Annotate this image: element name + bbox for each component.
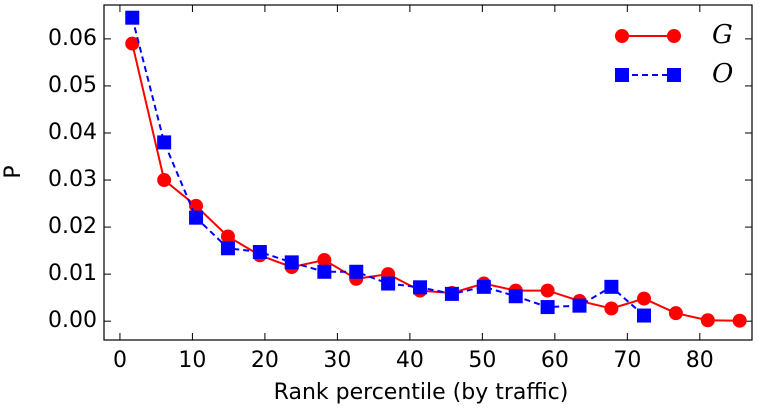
legend-label: G (712, 20, 733, 50)
legend-marker (667, 68, 681, 82)
x-tick-label: 60 (541, 348, 569, 373)
point (604, 301, 619, 316)
legend-marker (615, 29, 629, 43)
point (572, 298, 587, 313)
x-tick-label: 30 (323, 348, 351, 373)
point (317, 253, 332, 268)
point (349, 264, 364, 279)
point (637, 291, 651, 306)
x-axis-label: Rank percentile (by traffic) (274, 380, 569, 405)
point (476, 279, 491, 294)
point (700, 313, 715, 328)
x-tick-label: 80 (686, 348, 714, 373)
point (220, 241, 235, 256)
point (540, 283, 555, 298)
x-tick-label: 10 (178, 348, 206, 373)
point (508, 289, 523, 304)
point (284, 255, 299, 270)
point (125, 10, 140, 25)
x-tick-label: 20 (251, 348, 279, 373)
x-tick-label: 50 (468, 348, 496, 373)
y-tick-label: 0.02 (48, 214, 97, 239)
x-tick-label: 40 (396, 348, 424, 373)
y-tick-label: 0.05 (48, 73, 97, 98)
point (668, 306, 683, 321)
point (252, 245, 267, 260)
y-tick-label: 0.04 (48, 120, 97, 145)
x-tick-label: 0 (113, 348, 127, 373)
series-line (131, 43, 740, 322)
plot-frame (103, 4, 753, 341)
point (444, 286, 459, 301)
y-tick-label: 0.01 (48, 261, 97, 286)
point (413, 280, 428, 295)
point (125, 36, 140, 51)
point (540, 300, 555, 315)
x-tick-label: 70 (613, 348, 641, 373)
y-axis-label: P (1, 165, 26, 178)
y-tick-label: 0.00 (48, 308, 97, 333)
point (732, 313, 747, 328)
point (157, 135, 172, 150)
point (157, 173, 172, 188)
point (381, 276, 396, 291)
legend-marker (615, 68, 629, 82)
legend-marker (667, 29, 681, 43)
point (220, 229, 235, 244)
point (604, 279, 619, 294)
y-tick-label: 0.03 (48, 167, 97, 192)
point (189, 210, 204, 225)
point (637, 308, 651, 323)
y-tick-label: 0.06 (48, 26, 97, 51)
point (317, 264, 332, 279)
legend-label: O (712, 59, 733, 89)
